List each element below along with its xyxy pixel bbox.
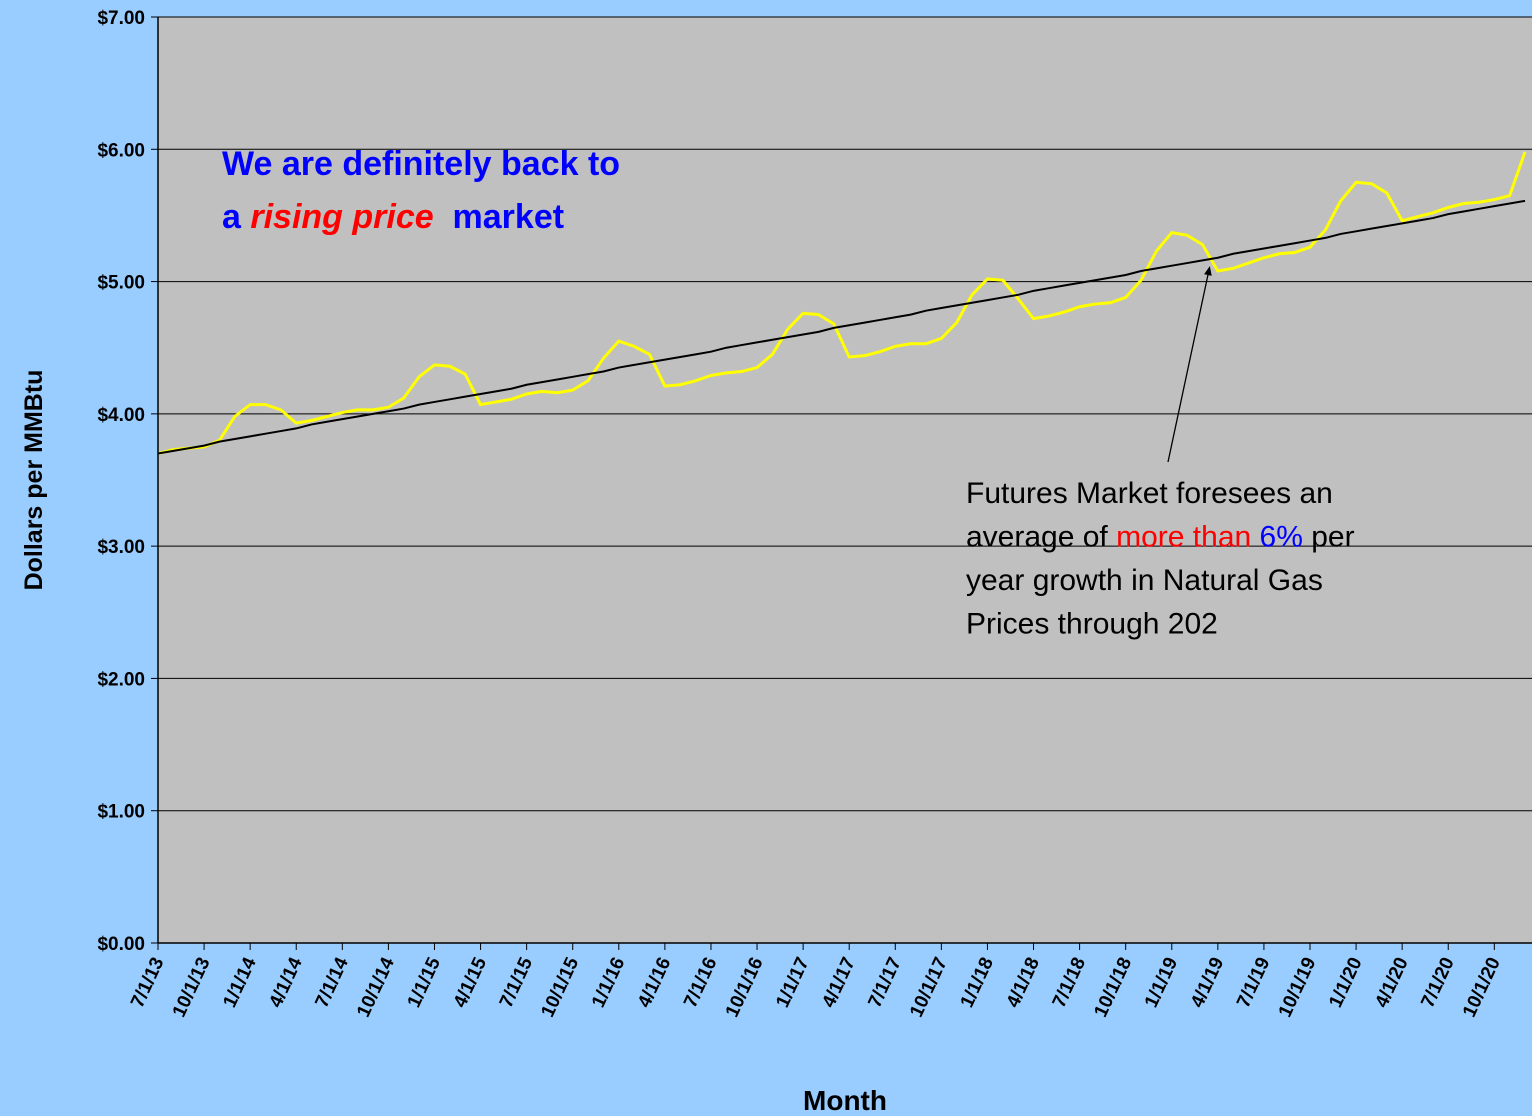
x-tick-label: 4/1/17 xyxy=(818,954,859,1011)
annotation-line: average of more than 6% per xyxy=(966,521,1355,554)
callout-arrow xyxy=(1167,266,1212,463)
x-tick-label: 7/1/14 xyxy=(311,954,353,1011)
y-axis-label: Dollars per MMBtu xyxy=(20,370,48,591)
x-tick-label: 7/1/19 xyxy=(1233,954,1274,1011)
annotation-line: a rising price market xyxy=(222,198,564,236)
x-tick-label: 7/1/17 xyxy=(864,954,905,1011)
x-tick-label: 4/1/14 xyxy=(265,954,307,1011)
annotation-span: per xyxy=(1303,521,1355,554)
x-axis-label: Month xyxy=(803,1085,887,1116)
annotation-span: rising price xyxy=(250,198,433,236)
x-tick-label: 10/1/18 xyxy=(1090,954,1136,1020)
x-tick-label: 4/1/20 xyxy=(1371,954,1412,1011)
x-tick-label: 10/1/16 xyxy=(722,954,768,1020)
y-tick-label: $6.00 xyxy=(97,140,145,161)
x-tick-label: 1/1/18 xyxy=(957,954,998,1011)
x-tick-label: 4/1/18 xyxy=(1003,954,1044,1011)
y-tick-label: $3.00 xyxy=(97,537,145,558)
x-tick-label: 10/1/15 xyxy=(537,954,583,1021)
y-tick-label: $2.00 xyxy=(97,669,145,690)
x-tick-label: 7/1/15 xyxy=(496,954,538,1011)
annotation-span xyxy=(1251,521,1259,554)
annotation-span: 6% xyxy=(1260,521,1303,554)
annotation-line: year growth in Natural Gas xyxy=(966,564,1323,597)
x-tick-label: 10/1/14 xyxy=(353,954,399,1021)
y-tick-label: $1.00 xyxy=(97,802,145,823)
annotation-line: We are definitely back to xyxy=(222,145,620,183)
y-tick-label: $7.00 xyxy=(97,8,145,29)
annotation-line: Prices through 202 xyxy=(966,608,1218,641)
x-tick-label: 1/1/16 xyxy=(588,954,629,1011)
x-tick-label: 1/1/19 xyxy=(1141,954,1182,1011)
x-tick-label: 7/1/16 xyxy=(680,954,721,1011)
annotation-span: Futures Market foresees an xyxy=(966,477,1333,510)
annotation-span: more than xyxy=(1116,521,1251,554)
annotation-span: We are definitely back to xyxy=(222,145,620,183)
x-tick-label: 1/1/15 xyxy=(404,954,446,1011)
x-tick-label: 7/1/18 xyxy=(1049,954,1090,1011)
x-tick-label: 4/1/15 xyxy=(450,954,492,1011)
x-tick-label: 7/1/13 xyxy=(127,954,168,1011)
x-tick-label: 10/1/20 xyxy=(1459,954,1505,1020)
x-tick-label: 10/1/17 xyxy=(906,954,952,1020)
annotation-span: market xyxy=(434,198,564,236)
annotation-span: year growth in Natural Gas xyxy=(966,564,1323,597)
x-tick-label: 1/1/17 xyxy=(772,954,813,1011)
x-tick-label: 4/1/19 xyxy=(1187,954,1228,1011)
y-tick-label: $0.00 xyxy=(97,934,145,955)
x-tick-label: 10/1/13 xyxy=(169,954,215,1020)
plot-area xyxy=(158,17,1532,943)
x-tick-label: 1/1/20 xyxy=(1325,954,1366,1011)
x-tick-label: 1/1/14 xyxy=(219,954,261,1011)
series-line xyxy=(157,199,1526,455)
x-tick-label: 10/1/19 xyxy=(1275,954,1321,1020)
series-line xyxy=(157,151,1527,455)
annotation-span: a xyxy=(222,198,250,236)
annotation-span: average of xyxy=(966,521,1116,554)
y-tick-label: $5.00 xyxy=(97,273,145,294)
annotation-span: Prices through 202 xyxy=(966,608,1218,641)
x-tick-label: 7/1/20 xyxy=(1417,954,1458,1011)
y-tick-label: $4.00 xyxy=(97,405,145,426)
x-tick-label: 4/1/16 xyxy=(634,954,675,1011)
annotation-line: Futures Market foresees an xyxy=(966,477,1333,510)
